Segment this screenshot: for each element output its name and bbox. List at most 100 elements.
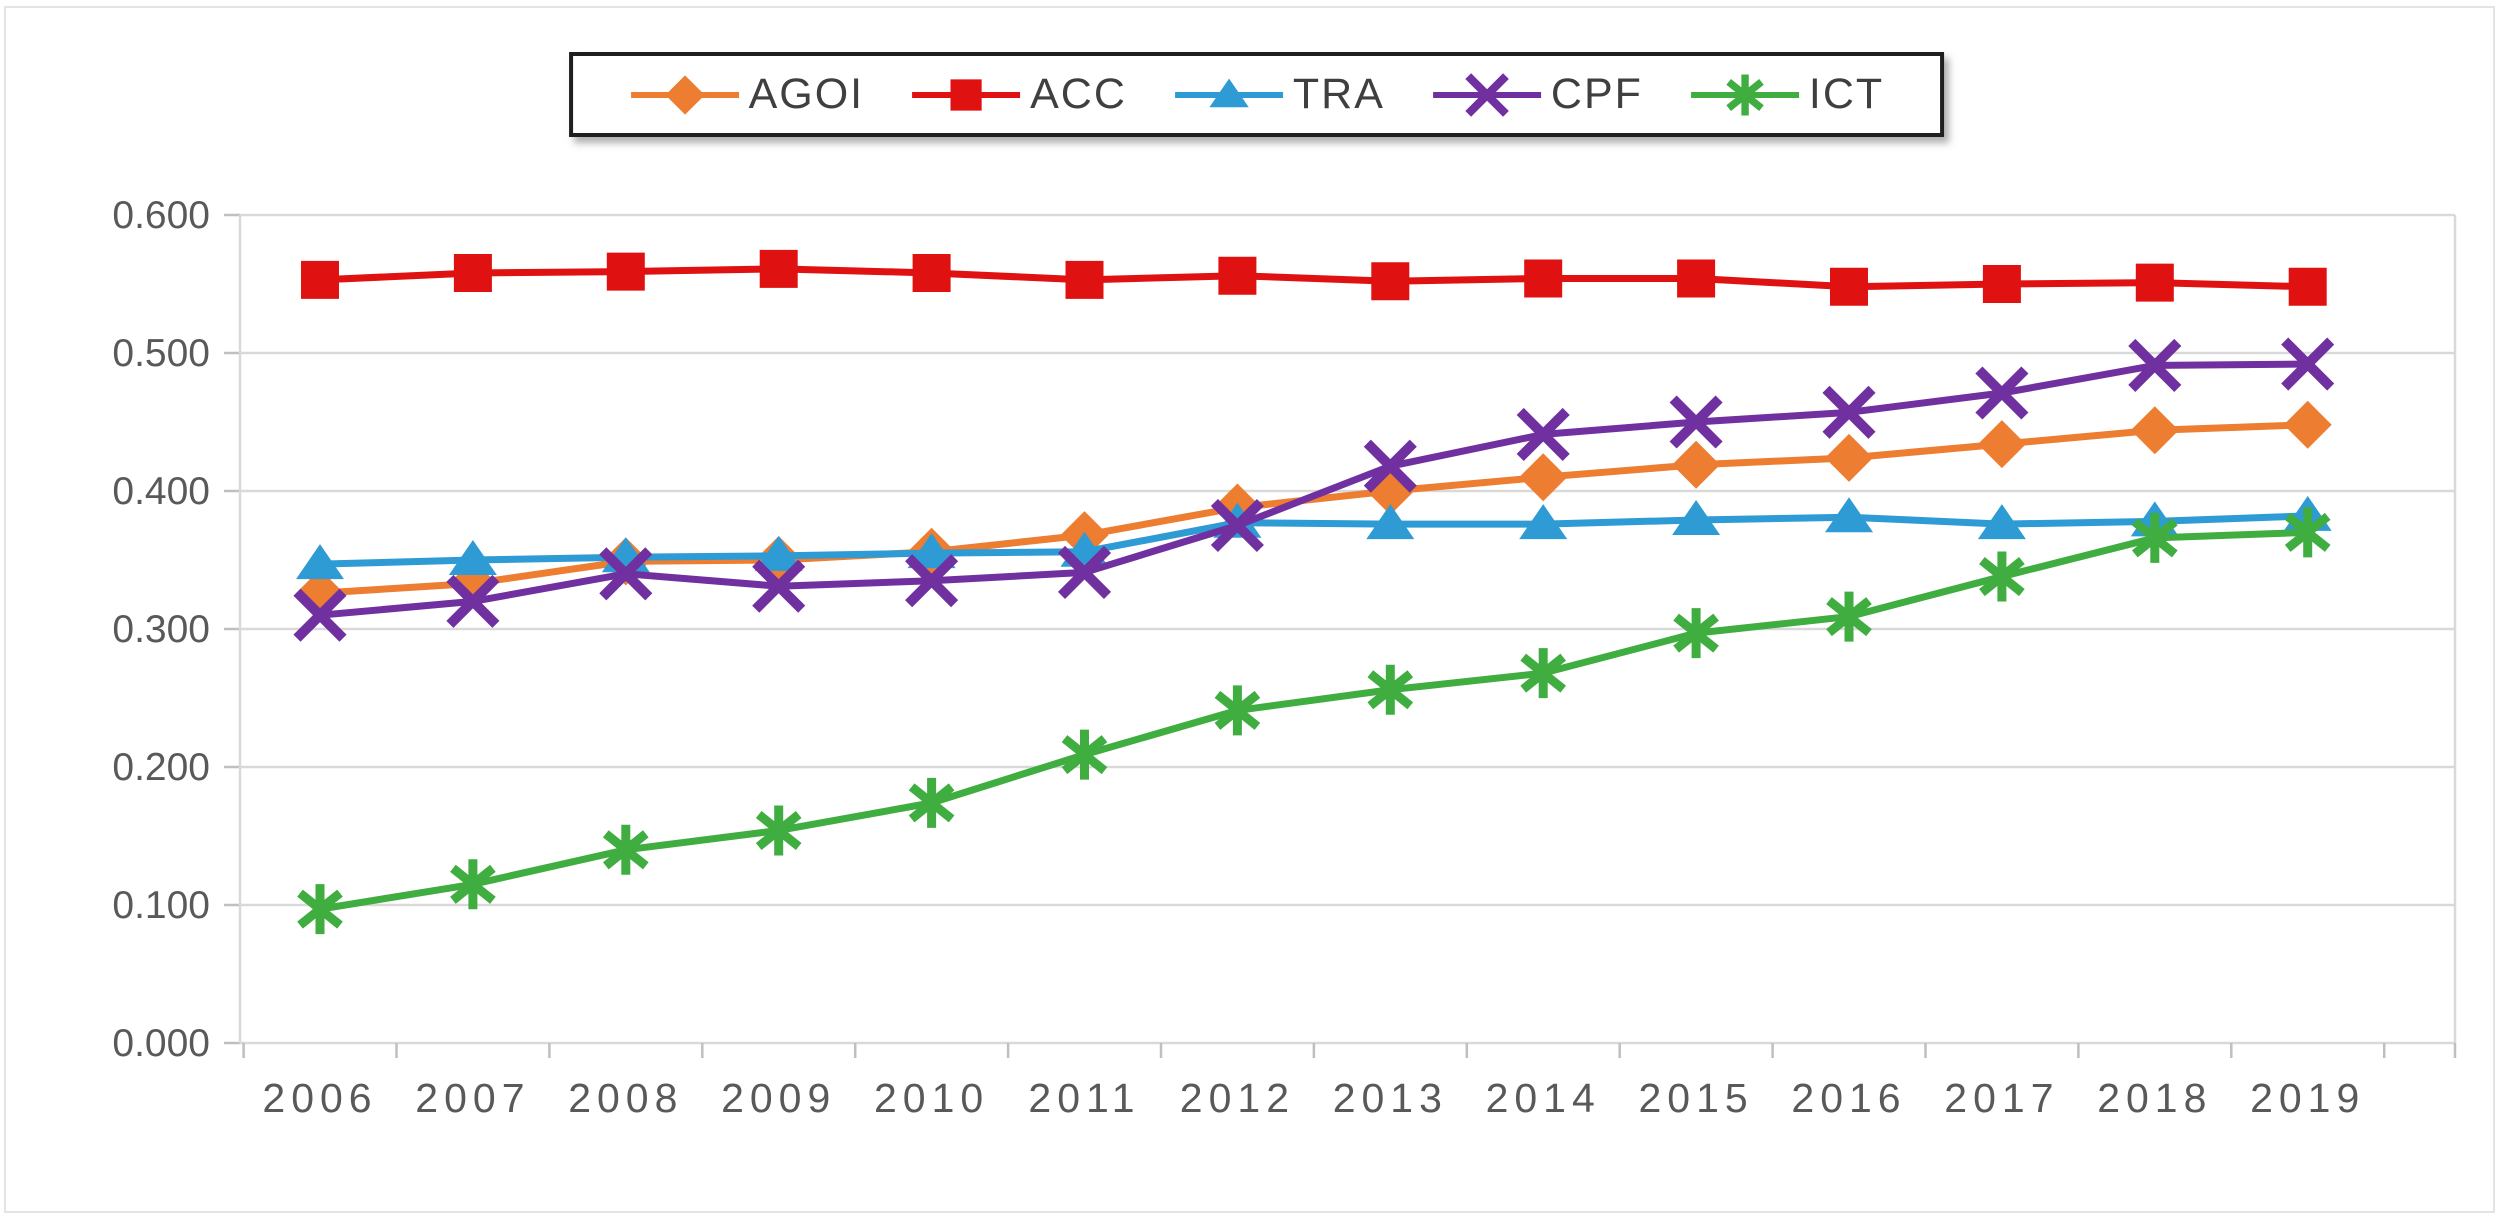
diamond-marker <box>1672 440 1721 489</box>
asterisk-marker <box>908 777 955 828</box>
x-axis-label: 2011 <box>1028 1075 1140 1121</box>
triangle-marker <box>1209 78 1249 107</box>
diamond-marker <box>1825 433 1873 482</box>
y-axis-label: 0.600 <box>112 194 210 237</box>
x-marker <box>293 588 347 642</box>
legend-item-cpf: CPF <box>1431 70 1643 119</box>
legend-item-ict: ICT <box>1689 70 1884 119</box>
series-line <box>319 360 2308 619</box>
triangle-marker <box>1977 504 2026 540</box>
triangle-marker <box>296 544 344 580</box>
triangle-legend-icon <box>1174 78 1283 107</box>
triangle-marker <box>1672 499 1721 535</box>
chart-legend: AGOI ACC TRA CPF ICT <box>568 52 1945 137</box>
legend-label: AGOI <box>748 70 865 118</box>
triangle-marker <box>1825 497 1873 533</box>
x-axis-label: 2007 <box>415 1075 530 1121</box>
square-marker <box>1371 262 1410 301</box>
x-marker <box>2281 337 2335 391</box>
y-axis-label: 0.400 <box>112 470 210 513</box>
x-marker <box>2128 338 2182 392</box>
diamond-marker <box>664 74 705 115</box>
y-axis-label: 0.500 <box>112 332 210 375</box>
y-axis-label: 0.000 <box>112 1022 210 1065</box>
x-axis-label: 2006 <box>262 1075 377 1121</box>
series-cpf <box>293 337 2335 642</box>
x-marker <box>1465 72 1509 117</box>
square-marker <box>301 260 339 299</box>
asterisk-marker <box>1673 608 1719 659</box>
diamond-legend-icon <box>630 74 739 115</box>
asterisk-marker <box>1826 591 1872 642</box>
asterisk-marker <box>755 805 802 856</box>
asterisk-marker <box>2131 512 2178 563</box>
asterisk-marker <box>1979 551 2025 602</box>
x-marker <box>905 554 959 608</box>
square-marker <box>453 253 492 292</box>
asterisk-marker <box>297 884 343 935</box>
y-axis-label: 0.300 <box>112 608 210 651</box>
x-marker <box>752 559 806 613</box>
square-marker <box>1524 259 1563 298</box>
x-axis-label: 2009 <box>721 1075 836 1121</box>
square-marker <box>606 252 645 291</box>
x-marker <box>1975 366 2029 420</box>
series-ict <box>297 507 2331 935</box>
legend-label: ACC <box>1030 70 1127 118</box>
x-legend-icon <box>1432 72 1541 117</box>
square-marker <box>912 253 951 292</box>
x-axis-label: 2012 <box>1180 1075 1295 1121</box>
diamond-marker <box>2130 406 2179 455</box>
square-marker <box>2135 263 2174 302</box>
triangle-marker <box>754 535 803 571</box>
asterisk-marker <box>1726 74 1764 115</box>
asterisk-marker <box>450 859 496 910</box>
square-marker <box>950 78 982 111</box>
triangle-marker <box>448 540 497 575</box>
series-line <box>319 265 2308 291</box>
diamond-marker <box>1519 453 1568 502</box>
diamond-marker <box>1977 420 2026 469</box>
square-marker <box>1218 256 1257 295</box>
x-axis-label: 2016 <box>1791 1075 1906 1121</box>
y-axis-label: 0.100 <box>112 884 210 927</box>
legend-label: TRA <box>1292 70 1385 118</box>
x-axis-label: 2019 <box>2250 1075 2365 1121</box>
asterisk-legend-icon <box>1690 74 1799 115</box>
asterisk-marker <box>1061 729 1108 780</box>
series-acc <box>301 249 2327 306</box>
x-axis-label: 2008 <box>568 1075 683 1121</box>
square-legend-icon <box>912 78 1021 111</box>
legend-label: CPF <box>1550 70 1643 118</box>
x-marker <box>446 574 500 628</box>
asterisk-marker <box>1367 664 1414 715</box>
triangle-marker <box>907 533 956 569</box>
diamond-marker <box>2283 400 2332 449</box>
x-marker <box>599 547 653 601</box>
x-marker <box>1822 385 1876 439</box>
x-marker <box>1210 498 1264 553</box>
triangle-marker <box>1366 504 1415 540</box>
legend-item-acc: ACC <box>910 70 1127 119</box>
x-marker <box>1516 407 1570 461</box>
x-marker <box>1669 395 1723 449</box>
x-axis-label: 2013 <box>1333 1075 1448 1121</box>
asterisk-marker <box>1520 648 1567 699</box>
series-agoi <box>296 400 2332 618</box>
y-axis-label: 0.200 <box>112 746 210 789</box>
square-marker <box>1677 259 1716 298</box>
triangle-marker <box>1519 504 1568 540</box>
x-axis-label: 2014 <box>1486 1075 1601 1121</box>
x-marker <box>1057 545 1112 599</box>
asterisk-marker <box>2284 507 2331 558</box>
series-line <box>319 512 2308 568</box>
asterisk-marker <box>1214 685 1261 736</box>
legend-item-agoi: AGOI <box>629 70 865 119</box>
square-marker <box>1982 265 2021 303</box>
x-axis-label: 2018 <box>2097 1075 2212 1121</box>
series-line <box>319 528 2308 913</box>
square-marker <box>1065 260 1104 299</box>
x-axis-label: 2015 <box>1638 1075 1753 1121</box>
square-marker <box>2288 267 2327 306</box>
